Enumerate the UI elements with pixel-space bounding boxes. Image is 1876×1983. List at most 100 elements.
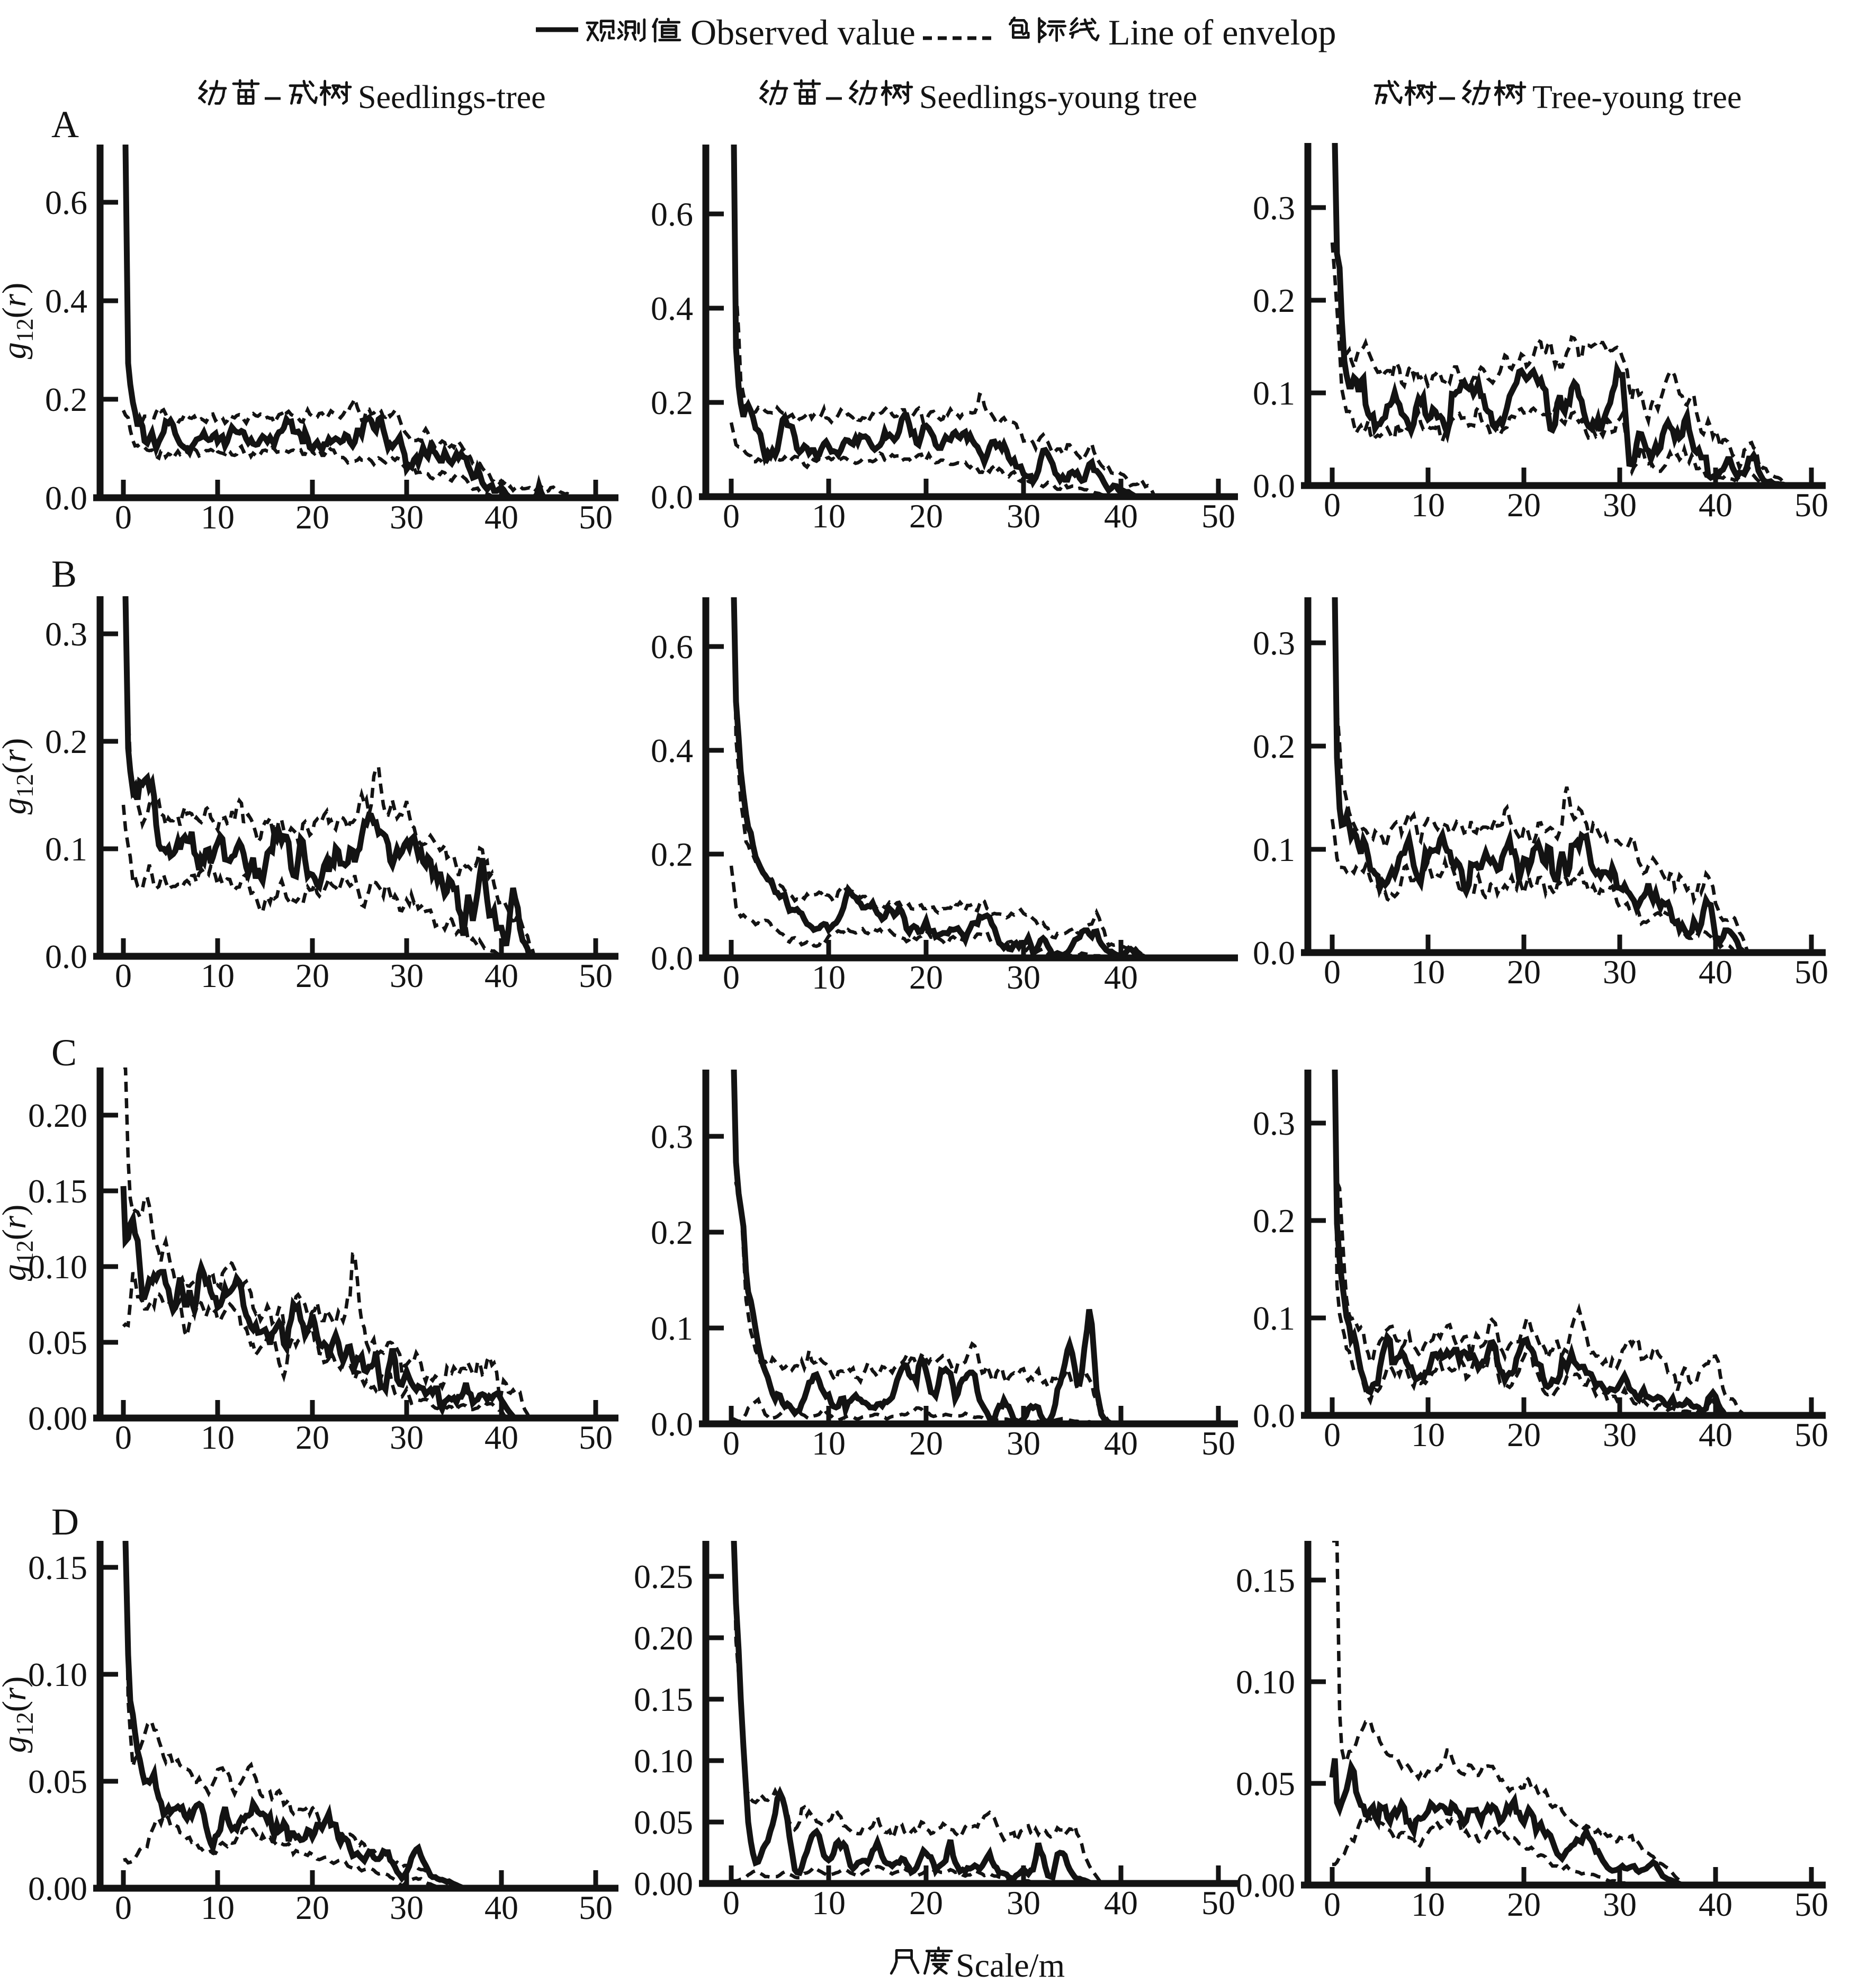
svg-text:10: 10 xyxy=(201,957,235,994)
svg-text:10: 10 xyxy=(812,1424,846,1462)
svg-text:50: 50 xyxy=(1794,953,1828,991)
svg-text:0.15: 0.15 xyxy=(28,1549,87,1586)
svg-text:20: 20 xyxy=(295,498,329,536)
svg-text:0.0: 0.0 xyxy=(1253,467,1295,505)
svg-text:0.2: 0.2 xyxy=(651,836,693,873)
svg-text:20: 20 xyxy=(909,497,943,535)
svg-text:0: 0 xyxy=(115,1889,132,1926)
svg-text:20: 20 xyxy=(1507,1886,1541,1923)
svg-text:D: D xyxy=(51,1501,79,1543)
svg-text:Scale/m: Scale/m xyxy=(956,1946,1065,1980)
svg-text:Seedlings-tree: Seedlings-tree xyxy=(358,79,546,115)
svg-text:0.00: 0.00 xyxy=(28,1399,87,1437)
svg-text:10: 10 xyxy=(1411,486,1445,524)
svg-text:10: 10 xyxy=(812,1884,846,1922)
svg-text:20: 20 xyxy=(909,958,943,996)
svg-text:0.0: 0.0 xyxy=(651,1405,693,1443)
svg-text:50: 50 xyxy=(1201,1424,1235,1462)
svg-text:Observed value: Observed value xyxy=(690,12,915,52)
svg-text:0.10: 0.10 xyxy=(28,1248,87,1286)
svg-text:0.4: 0.4 xyxy=(651,290,693,327)
svg-text:50: 50 xyxy=(579,957,613,994)
svg-text:B: B xyxy=(51,553,77,595)
svg-text:0.2: 0.2 xyxy=(1253,282,1295,319)
svg-text:50: 50 xyxy=(1201,497,1235,535)
svg-text:10: 10 xyxy=(201,1419,235,1456)
svg-text:0.05: 0.05 xyxy=(28,1763,87,1800)
svg-text:30: 30 xyxy=(1007,1884,1040,1922)
svg-text:10: 10 xyxy=(1411,953,1445,991)
svg-text:0: 0 xyxy=(115,498,132,536)
svg-text:50: 50 xyxy=(579,1889,613,1926)
svg-text:0.05: 0.05 xyxy=(1236,1765,1295,1802)
svg-text:0: 0 xyxy=(723,497,740,535)
svg-text:30: 30 xyxy=(1007,958,1040,996)
svg-text:10: 10 xyxy=(1411,1416,1445,1453)
svg-text:50: 50 xyxy=(1794,1416,1828,1453)
svg-text:0: 0 xyxy=(1324,1416,1341,1453)
svg-text:0: 0 xyxy=(1324,486,1341,524)
svg-text:0.0: 0.0 xyxy=(45,479,87,517)
svg-text:20: 20 xyxy=(295,1889,329,1926)
svg-text:0.3: 0.3 xyxy=(1253,1105,1295,1142)
svg-text:40: 40 xyxy=(1104,1884,1138,1922)
svg-text:10: 10 xyxy=(812,958,846,996)
svg-text:0.2: 0.2 xyxy=(651,384,693,421)
svg-text:0: 0 xyxy=(1324,1886,1341,1923)
svg-text:0.4: 0.4 xyxy=(45,282,87,320)
svg-text:30: 30 xyxy=(1603,953,1637,991)
svg-text:0.0: 0.0 xyxy=(1253,934,1295,972)
svg-text:30: 30 xyxy=(390,957,424,994)
svg-text:0: 0 xyxy=(115,1419,132,1456)
svg-text:40: 40 xyxy=(1104,497,1138,535)
svg-text:0.2: 0.2 xyxy=(45,723,87,760)
svg-text:0: 0 xyxy=(115,957,132,994)
svg-text:g12(r): g12(r) xyxy=(0,1205,38,1281)
svg-text:0.2: 0.2 xyxy=(45,381,87,418)
svg-text:0: 0 xyxy=(723,958,740,996)
svg-text:0.0: 0.0 xyxy=(1253,1397,1295,1434)
svg-text:0.6: 0.6 xyxy=(651,628,693,666)
svg-text:40: 40 xyxy=(1699,1416,1733,1453)
svg-text:0.20: 0.20 xyxy=(28,1097,87,1134)
svg-text:0.6: 0.6 xyxy=(651,195,693,233)
svg-text:0.0: 0.0 xyxy=(45,938,87,975)
svg-text:30: 30 xyxy=(1603,486,1637,524)
svg-text:0.6: 0.6 xyxy=(45,184,87,221)
svg-text:30: 30 xyxy=(1007,497,1040,535)
svg-text:0.10: 0.10 xyxy=(634,1742,693,1780)
svg-text:0.2: 0.2 xyxy=(651,1214,693,1251)
svg-text:20: 20 xyxy=(295,957,329,994)
svg-text:0.2: 0.2 xyxy=(1253,1202,1295,1240)
svg-text:40: 40 xyxy=(484,1889,518,1926)
svg-text:40: 40 xyxy=(484,498,518,536)
svg-text:0.3: 0.3 xyxy=(1253,189,1295,227)
svg-text:10: 10 xyxy=(812,497,846,535)
svg-text:0: 0 xyxy=(723,1424,740,1462)
svg-text:40: 40 xyxy=(484,957,518,994)
svg-text:Line of envelop: Line of envelop xyxy=(1108,12,1336,52)
svg-text:50: 50 xyxy=(1201,1884,1235,1922)
svg-text:40: 40 xyxy=(1104,1424,1138,1462)
svg-text:0.1: 0.1 xyxy=(651,1309,693,1347)
svg-text:30: 30 xyxy=(1603,1886,1637,1923)
svg-text:g12(r): g12(r) xyxy=(0,283,38,360)
svg-text:0.20: 0.20 xyxy=(634,1619,693,1657)
svg-text:10: 10 xyxy=(201,1889,235,1926)
svg-text:0.05: 0.05 xyxy=(634,1803,693,1841)
svg-text:0.15: 0.15 xyxy=(1236,1562,1295,1599)
svg-text:g12(r): g12(r) xyxy=(0,1676,38,1753)
svg-text:0.00: 0.00 xyxy=(1236,1867,1295,1904)
svg-text:C: C xyxy=(51,1031,77,1074)
svg-text:30: 30 xyxy=(1007,1424,1040,1462)
svg-text:0.3: 0.3 xyxy=(45,615,87,653)
svg-text:30: 30 xyxy=(1603,1416,1637,1453)
svg-text:0.1: 0.1 xyxy=(45,830,87,868)
svg-text:50: 50 xyxy=(579,1419,613,1456)
svg-text:40: 40 xyxy=(1699,486,1733,524)
svg-text:50: 50 xyxy=(1794,1886,1828,1923)
svg-text:0.00: 0.00 xyxy=(634,1865,693,1903)
svg-text:0.0: 0.0 xyxy=(651,939,693,977)
svg-text:50: 50 xyxy=(1794,486,1828,524)
svg-text:40: 40 xyxy=(1699,953,1733,991)
